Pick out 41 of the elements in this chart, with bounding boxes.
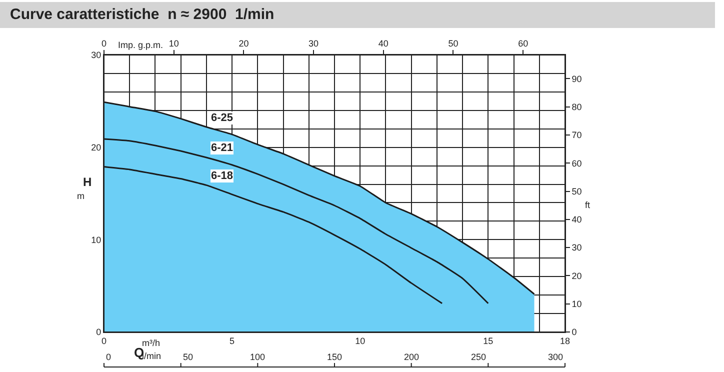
series-label: 6-25 xyxy=(211,112,234,124)
text: 200 xyxy=(404,352,420,362)
text: m xyxy=(77,191,84,201)
text: 250 xyxy=(471,352,486,362)
x-tick-label: 15 xyxy=(483,336,494,346)
y-tick-label: 20 xyxy=(91,142,102,152)
text: l/min xyxy=(142,351,162,361)
y2-tick-label: 90 xyxy=(572,74,582,84)
y2-tick-label: 60 xyxy=(572,158,582,168)
y2-tick-label: 40 xyxy=(572,214,582,225)
y2-tick-label: 70 xyxy=(572,130,582,140)
y2-tick-label: 0 xyxy=(572,327,577,338)
text: 0 xyxy=(106,352,112,362)
x-tick-label: 10 xyxy=(355,336,366,346)
x2-tick-label: 30 xyxy=(308,38,319,48)
y2-tick-label: 80 xyxy=(572,102,582,112)
x2-axis-title: Imp. g.p.m. xyxy=(118,40,164,50)
text: 50 xyxy=(183,352,194,362)
y-tick-label: 0 xyxy=(96,327,102,338)
y2-tick-label: 10 xyxy=(572,299,582,309)
text: 300 xyxy=(548,352,564,362)
y2-tick-label: 20 xyxy=(572,270,582,281)
y2-tick-label: 30 xyxy=(572,242,582,253)
text: 150 xyxy=(327,352,342,362)
x-tick-label: 18 xyxy=(560,336,570,346)
x2-tick-label: 40 xyxy=(378,38,388,48)
x-tick-label: 5 xyxy=(230,336,235,346)
x2-tick-label: 50 xyxy=(448,38,458,48)
series-label: 6-18 xyxy=(211,170,234,182)
y-tick-label: 30 xyxy=(91,50,102,60)
x2-tick-label: 60 xyxy=(518,38,528,48)
y-axis-title: H xyxy=(83,175,92,189)
y2-tick-label: 50 xyxy=(572,186,582,196)
x2-tick-label: 10 xyxy=(168,38,179,48)
x2-tick-label: 20 xyxy=(238,38,249,48)
text: m³/h xyxy=(142,338,160,348)
chart-title: Curve caratteristiche n ≈ 2900 1/min xyxy=(10,6,274,23)
y2-axis-title: ft xyxy=(585,200,590,210)
y-tick-label: 10 xyxy=(91,234,102,245)
series-label: 6-21 xyxy=(211,142,234,154)
text: 100 xyxy=(250,352,266,362)
